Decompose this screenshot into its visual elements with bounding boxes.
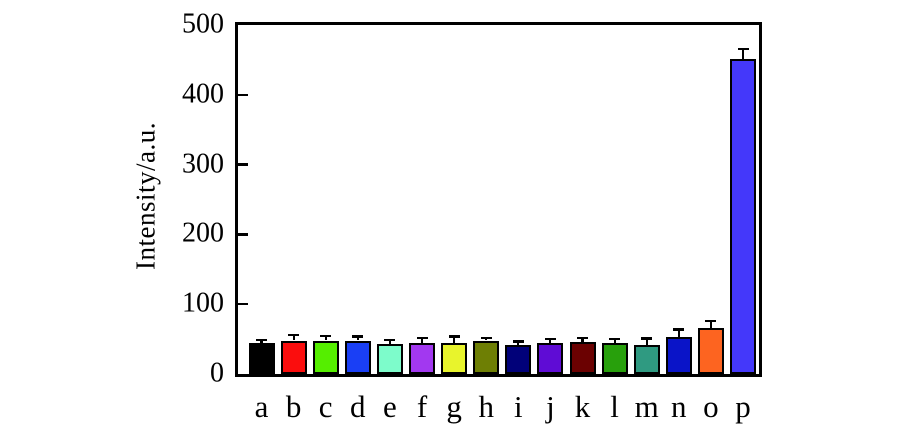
x-tick-label: p bbox=[735, 389, 751, 424]
x-tick-label: k bbox=[574, 389, 591, 424]
error-bar-cap bbox=[416, 336, 428, 340]
bar-h bbox=[473, 340, 500, 374]
error-bar-cap bbox=[673, 328, 685, 331]
y-tick-label: 300 bbox=[182, 148, 224, 180]
y-tick-label: 400 bbox=[182, 78, 224, 110]
error-bar-cap bbox=[480, 336, 492, 340]
bar-m bbox=[633, 345, 660, 374]
y-axis-tick bbox=[238, 302, 248, 306]
x-tick-label: n bbox=[671, 389, 687, 424]
bar-n bbox=[665, 337, 692, 374]
error-bar-cap bbox=[256, 338, 267, 342]
x-tick-label: i bbox=[513, 389, 523, 424]
bar-e bbox=[376, 344, 403, 374]
bar-c bbox=[312, 340, 339, 374]
x-tick-label: l bbox=[610, 389, 619, 424]
error-bar-whisker bbox=[292, 336, 295, 341]
error-bar-whisker bbox=[549, 340, 552, 344]
y-axis-tick bbox=[238, 163, 248, 166]
y-tick-label: 0 bbox=[210, 357, 224, 389]
plot-area bbox=[235, 22, 762, 377]
bar-f bbox=[409, 342, 435, 374]
error-bar-whisker bbox=[613, 340, 616, 343]
bar-i bbox=[505, 344, 532, 374]
x-tick-label: e bbox=[383, 389, 397, 424]
bar-o bbox=[697, 327, 724, 374]
x-tick-label: f bbox=[416, 389, 428, 424]
error-bar-cap bbox=[320, 334, 332, 337]
bar-a bbox=[248, 343, 275, 374]
bar-p bbox=[730, 58, 756, 374]
error-bar-cap bbox=[609, 338, 621, 341]
bar-l bbox=[601, 342, 628, 374]
y-axis-tick bbox=[238, 93, 248, 97]
error-bar-cap bbox=[577, 336, 588, 340]
error-bar-whisker bbox=[741, 50, 745, 59]
x-tick-label: o bbox=[703, 389, 719, 424]
x-tick-label: a bbox=[254, 389, 269, 424]
error-bar-whisker bbox=[453, 337, 456, 343]
error-bar-whisker bbox=[645, 339, 648, 346]
error-bar-cap bbox=[737, 47, 749, 51]
bar-j bbox=[537, 343, 564, 374]
error-bar-cap bbox=[512, 340, 524, 343]
error-bar-cap bbox=[352, 335, 364, 338]
error-bar-cap bbox=[448, 335, 460, 338]
error-bar-cap bbox=[705, 319, 717, 323]
error-bar-whisker bbox=[356, 337, 359, 341]
error-bar-whisker bbox=[324, 337, 327, 341]
error-bar-whisker bbox=[260, 341, 263, 344]
error-bar-whisker bbox=[388, 341, 391, 344]
x-tick-label: d bbox=[350, 389, 366, 424]
error-bar-whisker bbox=[677, 330, 680, 337]
bar-g bbox=[441, 342, 468, 374]
error-bar-whisker bbox=[581, 339, 584, 342]
error-bar-whisker bbox=[709, 322, 712, 328]
y-tick-label: 200 bbox=[182, 217, 224, 249]
x-tick-label: h bbox=[478, 389, 494, 424]
error-bar-cap bbox=[641, 337, 653, 340]
error-bar-whisker bbox=[420, 339, 424, 343]
y-axis-tick bbox=[238, 233, 248, 236]
bar-b bbox=[280, 340, 307, 374]
x-tick-label: j bbox=[546, 389, 555, 424]
error-bar-cap bbox=[544, 338, 556, 341]
error-bar-whisker bbox=[485, 339, 488, 341]
x-tick-label: g bbox=[446, 389, 462, 424]
error-bar-cap bbox=[384, 338, 396, 342]
x-tick-label: c bbox=[318, 389, 333, 424]
error-bar-whisker bbox=[517, 342, 520, 345]
y-tick-labels: 0 100 200 300 400 500 bbox=[0, 0, 224, 433]
bar-d bbox=[344, 340, 371, 374]
y-tick-label: 100 bbox=[182, 287, 224, 319]
bar-k bbox=[569, 341, 596, 374]
x-tick-label: b bbox=[285, 389, 302, 424]
error-bar-cap bbox=[288, 333, 300, 337]
x-tick-label: m bbox=[634, 389, 659, 424]
y-tick-label: 500 bbox=[182, 8, 224, 40]
